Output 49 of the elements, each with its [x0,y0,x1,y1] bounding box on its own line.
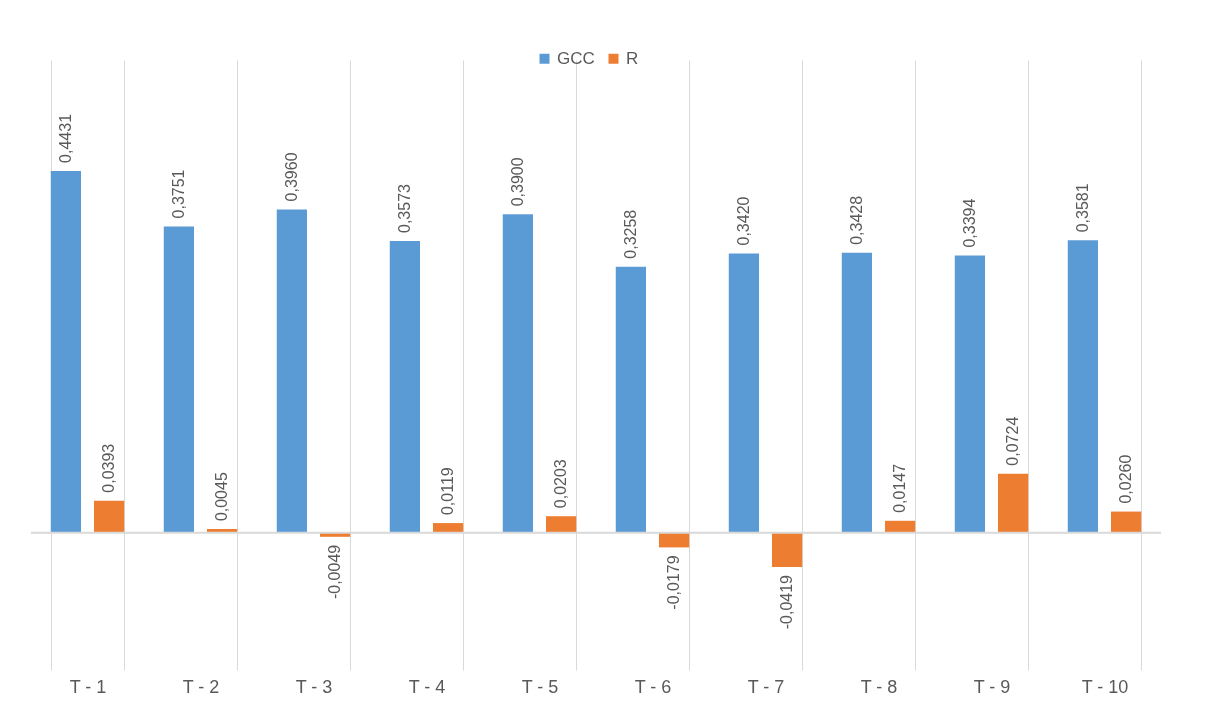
x-tick-label: T - 5 [521,676,559,697]
bar [389,240,421,533]
bar [771,532,803,568]
data-label: 0,3581 [1073,183,1091,233]
x-tick-label: T - 4 [408,676,446,697]
data-label: 0,4431 [56,113,74,163]
bar [884,520,916,533]
bar [93,500,125,533]
x-tick-label: T - 7 [747,676,785,697]
bar [615,266,647,533]
legend-label: R [626,48,639,68]
data-label: -0,0419 [778,574,796,630]
data-label: 0,3960 [282,152,300,202]
data-label: -0,0049 [326,544,344,600]
x-tick-label: T - 3 [295,676,333,697]
data-label: 0,3420 [734,196,752,246]
bar [50,170,82,533]
x-tick-label: T - 10 [1081,676,1129,697]
x-tick-label: T - 8 [860,676,898,697]
bar [997,473,1029,533]
bar [163,226,195,533]
x-tick-label: T - 6 [634,676,672,697]
bar [728,253,760,533]
bar [1110,511,1142,533]
data-label: -0,0179 [665,555,683,610]
x-tick-label: T - 9 [973,676,1011,697]
bar [954,255,986,533]
bar [502,214,534,533]
data-label: 0,3258 [621,209,639,259]
data-label: 0,0147 [891,463,909,513]
data-label: 0,3751 [169,169,187,219]
bar [545,516,577,533]
data-label: 0,0119 [439,467,457,516]
bar [1067,240,1099,533]
data-label: 0,0203 [552,459,570,509]
bar [841,252,873,533]
data-label: 0,0393 [100,443,118,493]
data-label: 0,3900 [508,157,526,207]
data-label: 0,0260 [1117,454,1135,504]
data-label: 0,3428 [847,195,865,245]
data-label: 0,3394 [960,198,978,248]
data-label: 0,0045 [213,472,231,522]
x-tick-label: T - 2 [182,676,220,697]
bar [276,209,308,533]
bar [432,523,464,533]
legend-label: GCC [557,48,595,68]
data-label: 0,3573 [395,183,413,233]
x-tick-label: T - 1 [69,676,107,697]
data-label: 0,0724 [1004,416,1022,466]
